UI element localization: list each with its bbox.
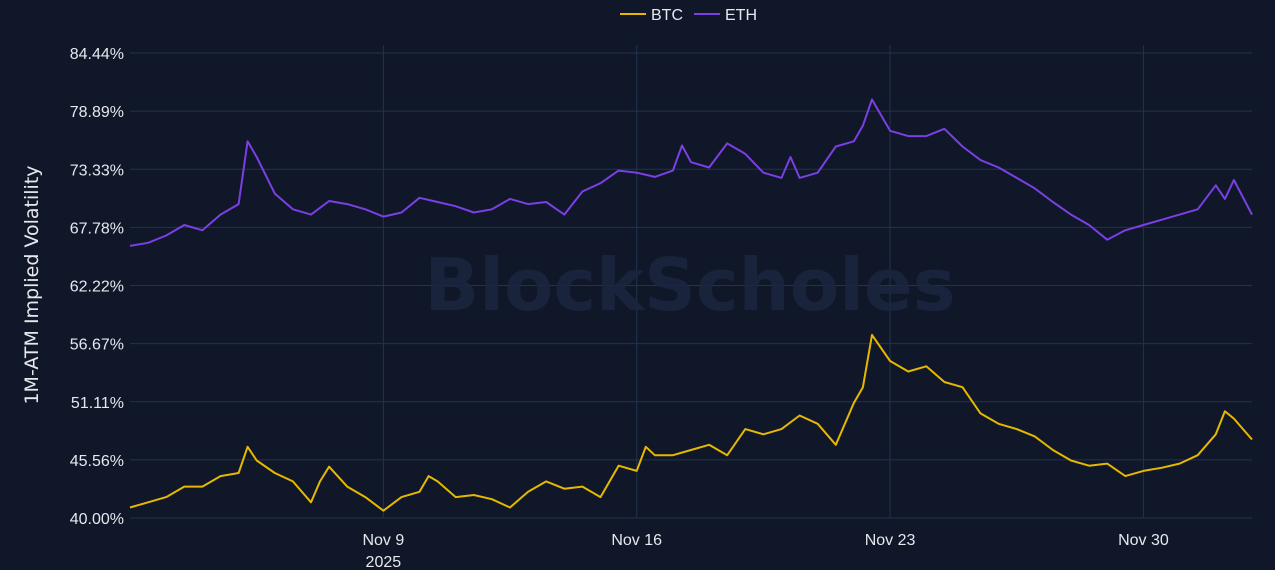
x-tick-label: Nov 30 bbox=[1118, 532, 1169, 549]
watermark: BlockScholes bbox=[424, 243, 955, 327]
y-tick-label: 78.89% bbox=[70, 104, 124, 121]
y-tick-label: 62.22% bbox=[70, 279, 124, 296]
x-tick-sublabel: 2025 bbox=[366, 554, 402, 570]
y-tick-label: 84.44% bbox=[70, 46, 124, 63]
y-tick-label: 67.78% bbox=[70, 220, 124, 237]
y-tick-label: 51.11% bbox=[71, 395, 124, 412]
series-line-btc bbox=[129, 333, 1253, 512]
y-axis: 40.00% 45.56% 51.11% 56.67% 62.22% 67.78% 73.3… bbox=[70, 46, 124, 528]
y-axis-title: 1M-ATM Implied Volatility bbox=[21, 165, 43, 404]
y-tick-label: 73.33% bbox=[70, 162, 124, 179]
legend-label-eth: ETH bbox=[725, 7, 757, 24]
legend-label-btc: BTC bbox=[651, 7, 683, 24]
grid bbox=[130, 45, 1252, 519]
y-tick-label: 56.67% bbox=[70, 337, 124, 354]
x-tick-label: Nov 23 bbox=[865, 532, 916, 549]
x-axis: Nov 9 2025 Nov 16 Nov 23 Nov 30 bbox=[362, 532, 1168, 570]
y-tick-label: 40.00% bbox=[70, 511, 124, 528]
x-tick-label: Nov 9 bbox=[362, 532, 404, 549]
y-tick-label: 45.56% bbox=[70, 453, 124, 470]
series-line-eth bbox=[129, 98, 1253, 247]
legend: BTC ETH bbox=[620, 7, 757, 24]
series-lines bbox=[129, 98, 1253, 512]
x-tick-label: Nov 16 bbox=[611, 532, 662, 549]
